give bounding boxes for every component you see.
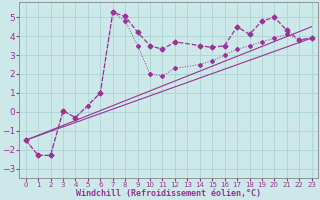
- X-axis label: Windchill (Refroidissement éolien,°C): Windchill (Refroidissement éolien,°C): [76, 189, 261, 198]
